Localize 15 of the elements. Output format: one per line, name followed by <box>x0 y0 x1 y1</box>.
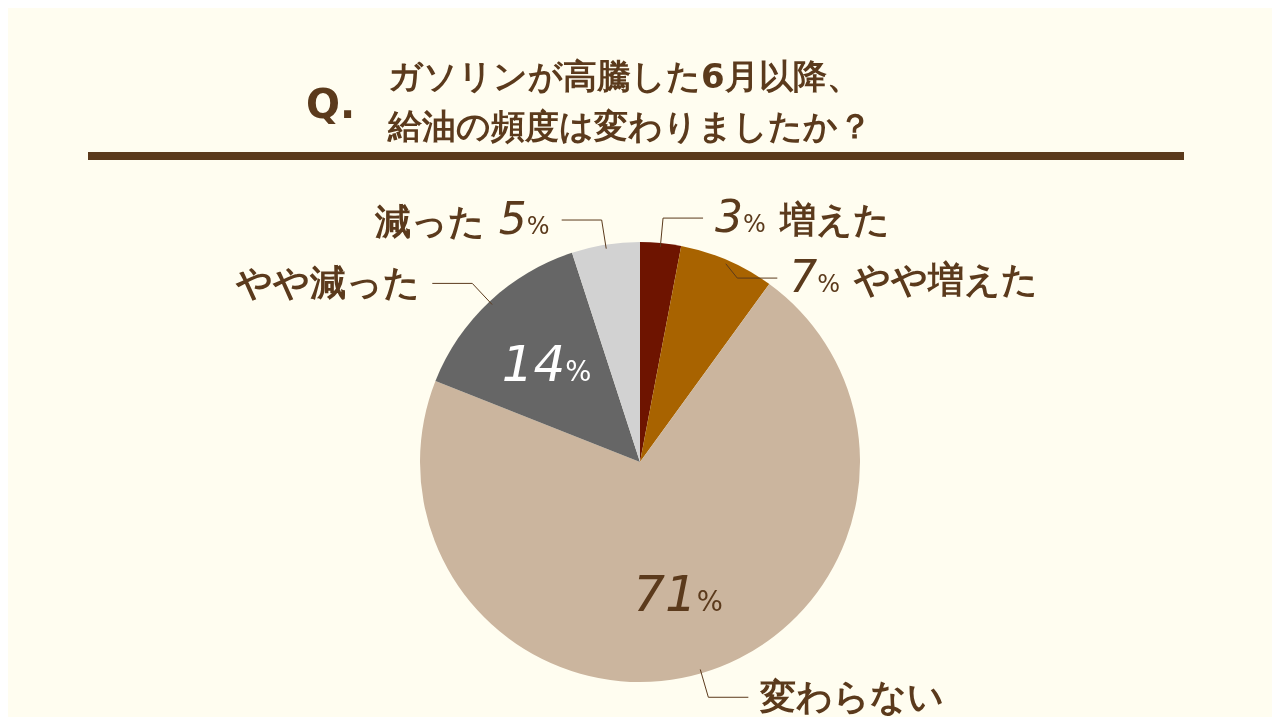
data-label: 7% <box>789 251 841 303</box>
slice-label: やや減った <box>235 262 421 304</box>
pie-slice <box>435 252 640 462</box>
slice-label: 変わらない <box>759 676 945 718</box>
data-label: 71% <box>633 564 723 623</box>
chart-title: Q. <box>306 81 356 127</box>
data-label: 5% <box>498 193 550 245</box>
slice-label: やや増えた <box>853 259 1039 301</box>
slice-label: 減った <box>373 201 485 243</box>
slice-label: 増えた <box>777 199 890 241</box>
pie-slice <box>640 242 682 462</box>
data-label: 3% <box>715 191 766 243</box>
data-label: 14% <box>501 334 592 393</box>
pie-slice <box>640 245 770 462</box>
chart-subtitle: ガソリンが高騰した6月以降、給油の頻度は変わりましたか？ <box>387 56 872 146</box>
